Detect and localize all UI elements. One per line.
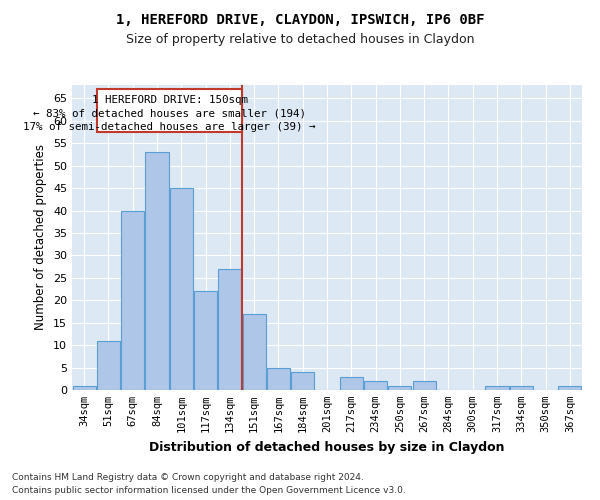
Text: 17% of semi-detached houses are larger (39) →: 17% of semi-detached houses are larger (…	[23, 122, 316, 132]
Bar	[413, 381, 436, 390]
Bar	[485, 386, 509, 390]
Text: ← 83% of detached houses are smaller (194): ← 83% of detached houses are smaller (19…	[33, 108, 306, 118]
Y-axis label: Number of detached properties: Number of detached properties	[34, 144, 47, 330]
Bar	[364, 381, 387, 390]
Bar	[291, 372, 314, 390]
Text: Contains HM Land Registry data © Crown copyright and database right 2024.: Contains HM Land Registry data © Crown c…	[12, 474, 364, 482]
X-axis label: Distribution of detached houses by size in Claydon: Distribution of detached houses by size …	[149, 440, 505, 454]
Bar	[218, 269, 241, 390]
Bar	[340, 376, 363, 390]
Text: 1, HEREFORD DRIVE, CLAYDON, IPSWICH, IP6 0BF: 1, HEREFORD DRIVE, CLAYDON, IPSWICH, IP6…	[116, 12, 484, 26]
Text: 1 HEREFORD DRIVE: 150sqm: 1 HEREFORD DRIVE: 150sqm	[92, 95, 248, 105]
Text: Contains public sector information licensed under the Open Government Licence v3: Contains public sector information licen…	[12, 486, 406, 495]
Text: Size of property relative to detached houses in Claydon: Size of property relative to detached ho…	[126, 32, 474, 46]
FancyBboxPatch shape	[97, 90, 242, 132]
Bar	[121, 210, 144, 390]
Bar	[194, 292, 217, 390]
Bar	[242, 314, 266, 390]
Bar	[145, 152, 169, 390]
Bar	[388, 386, 412, 390]
Bar	[267, 368, 290, 390]
Bar	[559, 386, 581, 390]
Bar	[73, 386, 95, 390]
Bar	[510, 386, 533, 390]
Bar	[97, 340, 120, 390]
Bar	[170, 188, 193, 390]
